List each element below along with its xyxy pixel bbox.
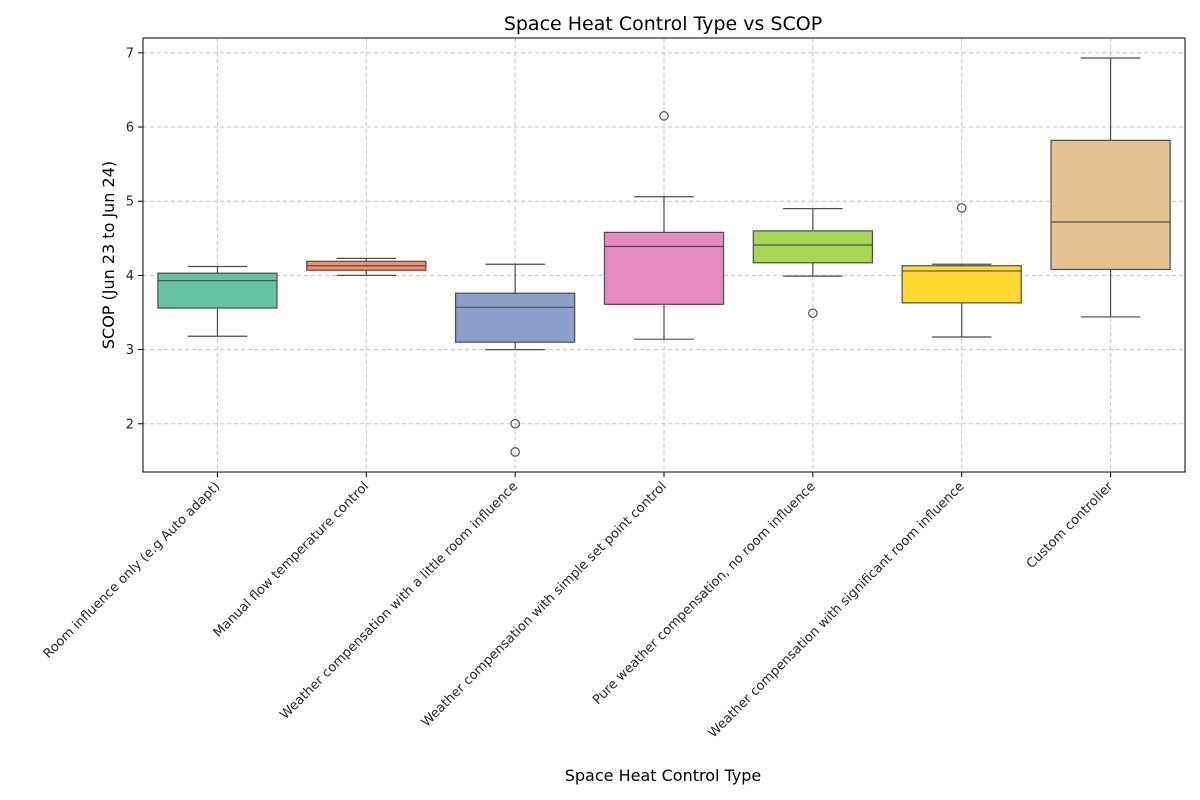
y-axis-title: SCOP (Jun 23 to Jun 24) xyxy=(99,161,118,349)
outlier-point xyxy=(808,308,818,319)
iqr-box xyxy=(603,231,725,305)
outlier-point xyxy=(510,418,520,429)
iqr-box xyxy=(752,230,873,264)
x-tick-label: Manual flow temperature control xyxy=(211,479,372,640)
box-group xyxy=(901,203,1022,338)
outlier-point xyxy=(956,203,967,213)
box-group xyxy=(1050,57,1171,318)
box-group xyxy=(752,208,873,319)
x-tick-label: Room influence only (e.g Auto adapt) xyxy=(41,479,223,661)
x-axis-title: Space Heat Control Type xyxy=(565,766,762,785)
iqr-box xyxy=(1050,139,1171,271)
y-tick-label: 3 xyxy=(126,343,134,358)
y-tick-label: 2 xyxy=(126,417,134,432)
y-axis: 2 3 4 5 6 7 xyxy=(126,46,143,432)
box-group xyxy=(157,265,278,337)
y-tick-label: 7 xyxy=(126,46,134,61)
x-tick-label: Weather compensation with simple set poi… xyxy=(419,479,670,730)
y-tick-label: 6 xyxy=(126,121,134,136)
box-group xyxy=(603,111,725,340)
x-tick-label: Weather compensation with significant ro… xyxy=(706,479,968,741)
x-tick-label: Custom controller xyxy=(1024,479,1117,572)
outlier-point xyxy=(510,447,520,457)
x-tick-label: Weather compensation with a little room … xyxy=(278,479,521,722)
y-tick-label: 5 xyxy=(126,195,134,210)
box-series xyxy=(157,57,1171,457)
iqr-box xyxy=(901,265,1022,304)
iqr-box xyxy=(455,292,576,343)
box-group xyxy=(455,263,576,457)
box-group xyxy=(306,257,427,277)
iqr-box xyxy=(157,272,278,309)
outlier-point xyxy=(659,111,669,121)
chart-title: Space Heat Control Type vs SCOP xyxy=(504,13,822,35)
y-tick-label: 4 xyxy=(126,269,134,284)
x-axis: Room influence only (e.g Auto adapt)Manu… xyxy=(41,472,1117,741)
